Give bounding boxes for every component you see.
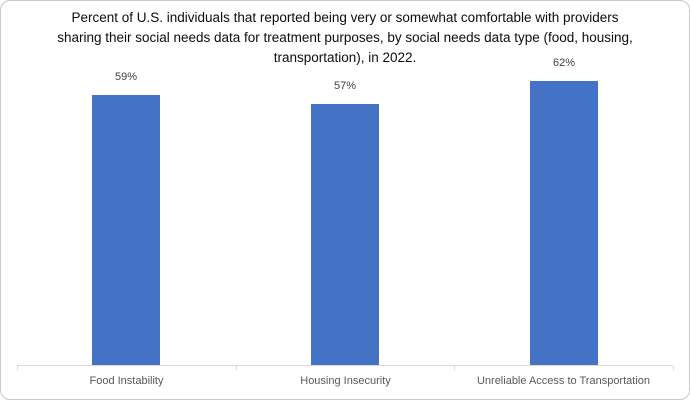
chart-title-line-3: transportation), in 2022. [273, 50, 417, 65]
category-label: Housing Insecurity [300, 375, 391, 387]
chart-title-line-1: Percent of U.S. individuals that reporte… [71, 10, 619, 25]
value-label: 62% [552, 57, 576, 69]
value-label: 59% [114, 71, 138, 83]
bar-housing-insecurity [311, 104, 379, 365]
category-label: Unreliable Access to Transportation [476, 375, 651, 387]
x-axis-line [17, 365, 673, 366]
value-label: 57% [333, 80, 357, 92]
x-axis-tick [454, 366, 455, 370]
x-axis-tick [236, 366, 237, 370]
chart-title-line-2: sharing their social needs data for trea… [57, 30, 633, 45]
x-axis-tick [673, 366, 674, 370]
bar-unreliable-access-to-transportation [530, 81, 598, 365]
x-axis-tick [17, 366, 18, 370]
category-label: Food Instability [89, 375, 164, 387]
chart-title: Percent of U.S. individuals that reporte… [1, 8, 689, 68]
bar-food-instability [92, 95, 160, 365]
